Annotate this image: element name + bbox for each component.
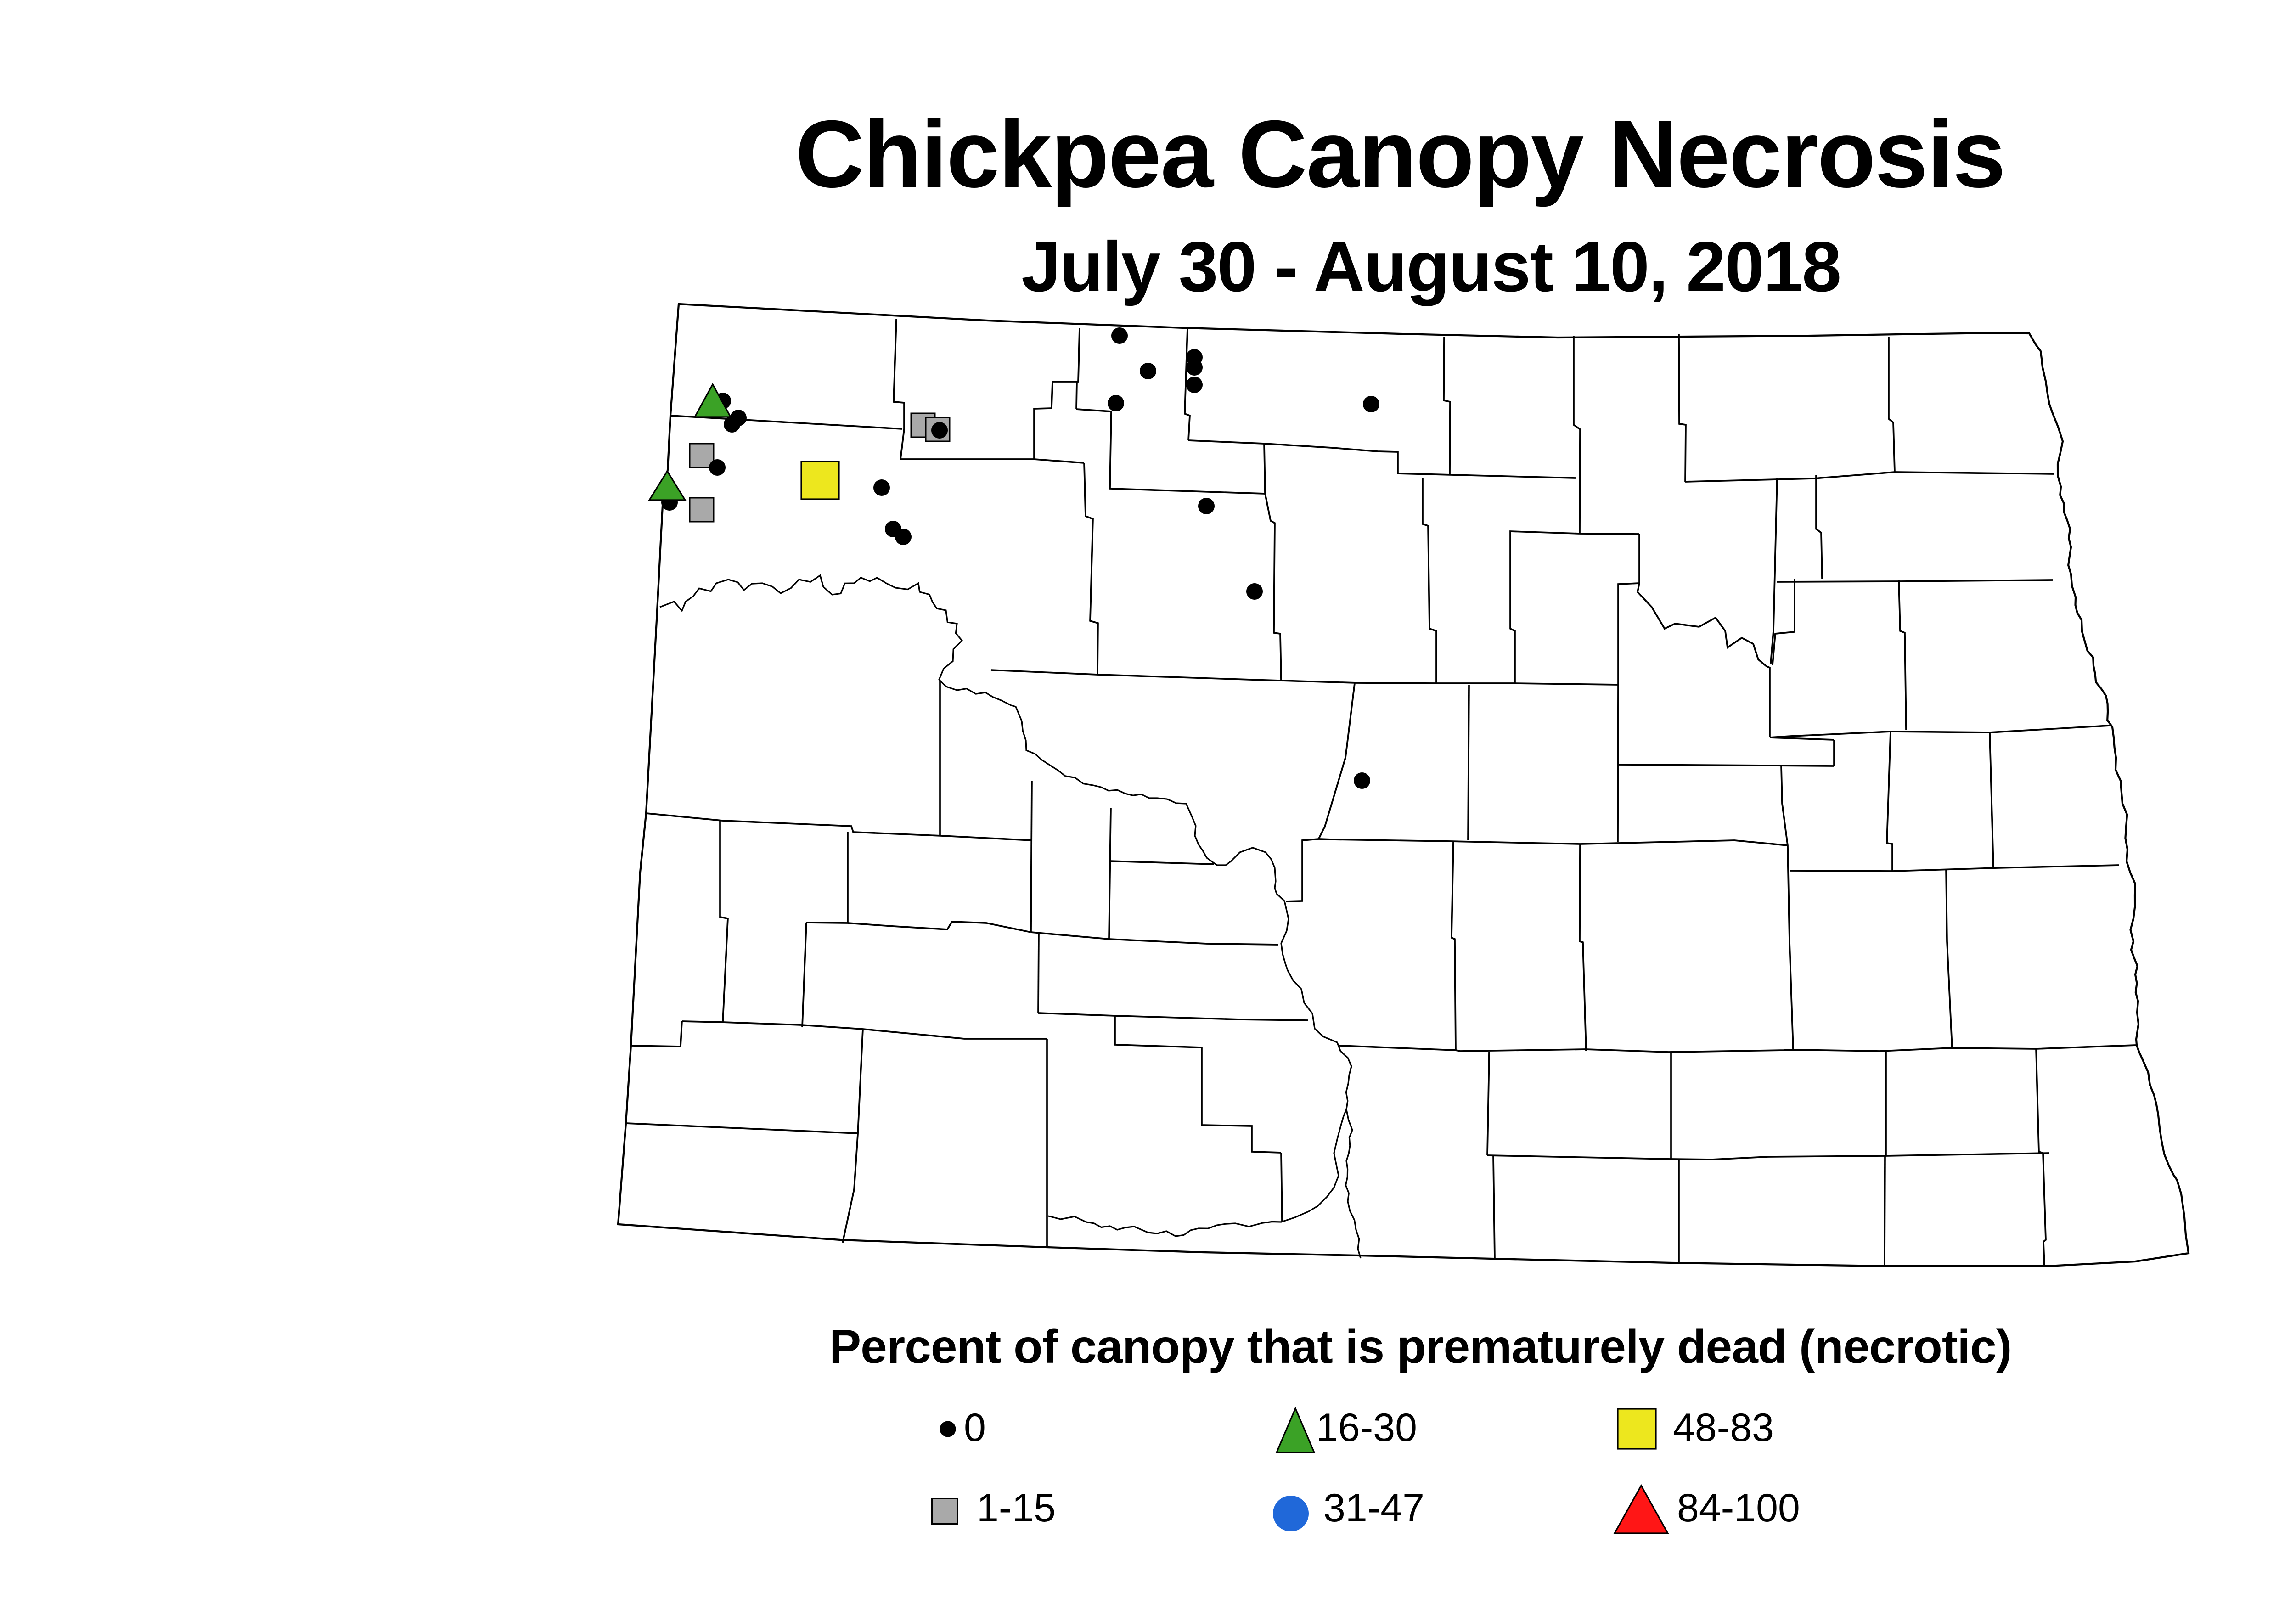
svg-text:1-15: 1-15	[977, 1486, 1056, 1530]
svg-text:48-83: 48-83	[1673, 1406, 1774, 1450]
svg-text:31-47: 31-47	[1323, 1486, 1424, 1530]
svg-text:Percent of canopy that is prem: Percent of canopy that is prematurely de…	[829, 1320, 2011, 1373]
svg-text:Chickpea Canopy Necrosis: Chickpea Canopy Necrosis	[795, 101, 2005, 208]
svg-text:84-100: 84-100	[1677, 1486, 1800, 1530]
svg-text:July 30 - August 10, 2018: July 30 - August 10, 2018	[1021, 227, 1840, 306]
svg-text:0: 0	[964, 1406, 986, 1450]
svg-text:16-30: 16-30	[1316, 1406, 1417, 1450]
